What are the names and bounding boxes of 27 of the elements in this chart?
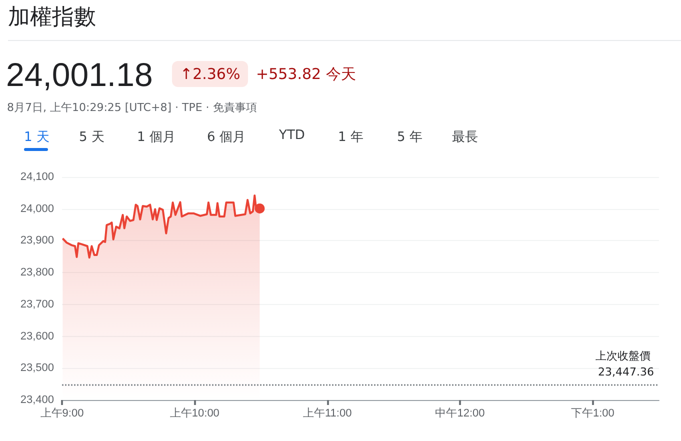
- text: +553.82 今天: [256, 65, 356, 84]
- y-tick-label: 24,100: [20, 171, 54, 183]
- y-tick-label: 23,500: [20, 362, 54, 374]
- y-tick-label: 23,900: [20, 234, 54, 247]
- text: ↑2.36%: [172, 61, 248, 87]
- text: 1 年: [338, 129, 364, 146]
- text: 5 天: [79, 129, 104, 146]
- text: 6 個月: [207, 129, 246, 146]
- x-tick-label: 上午9:00: [40, 406, 84, 420]
- chart-subtitle: 24,001.18: [6, 56, 153, 94]
- y-tick-label: 24,000: [20, 202, 54, 215]
- text: 5 年: [397, 129, 422, 146]
- y-tick-label: 23,700: [20, 298, 54, 310]
- x-tick-label: 下午1:00: [570, 408, 614, 420]
- x-tick-label: 上午10:00: [170, 406, 220, 420]
- y-tick-label: 23,600: [20, 330, 54, 342]
- chart-title: 加權指數: [8, 4, 96, 32]
- ref-line-label: 上次收盤價 23,447.36: [596, 349, 654, 378]
- text: 最長: [452, 129, 478, 146]
- text: 1 個月: [137, 129, 176, 146]
- y-tick-label: 23,800: [20, 266, 54, 279]
- text: 8月7日, 上午10:29:25 [UTC+8] · TPE · 免責事項: [7, 100, 257, 115]
- y-tick-label: 23,400: [20, 394, 54, 406]
- text: YTD: [279, 128, 305, 143]
- x-tick-label: 上午11:00: [302, 406, 352, 420]
- x-tick-label: 中午12:00: [435, 406, 485, 420]
- text: 1 天: [24, 129, 50, 146]
